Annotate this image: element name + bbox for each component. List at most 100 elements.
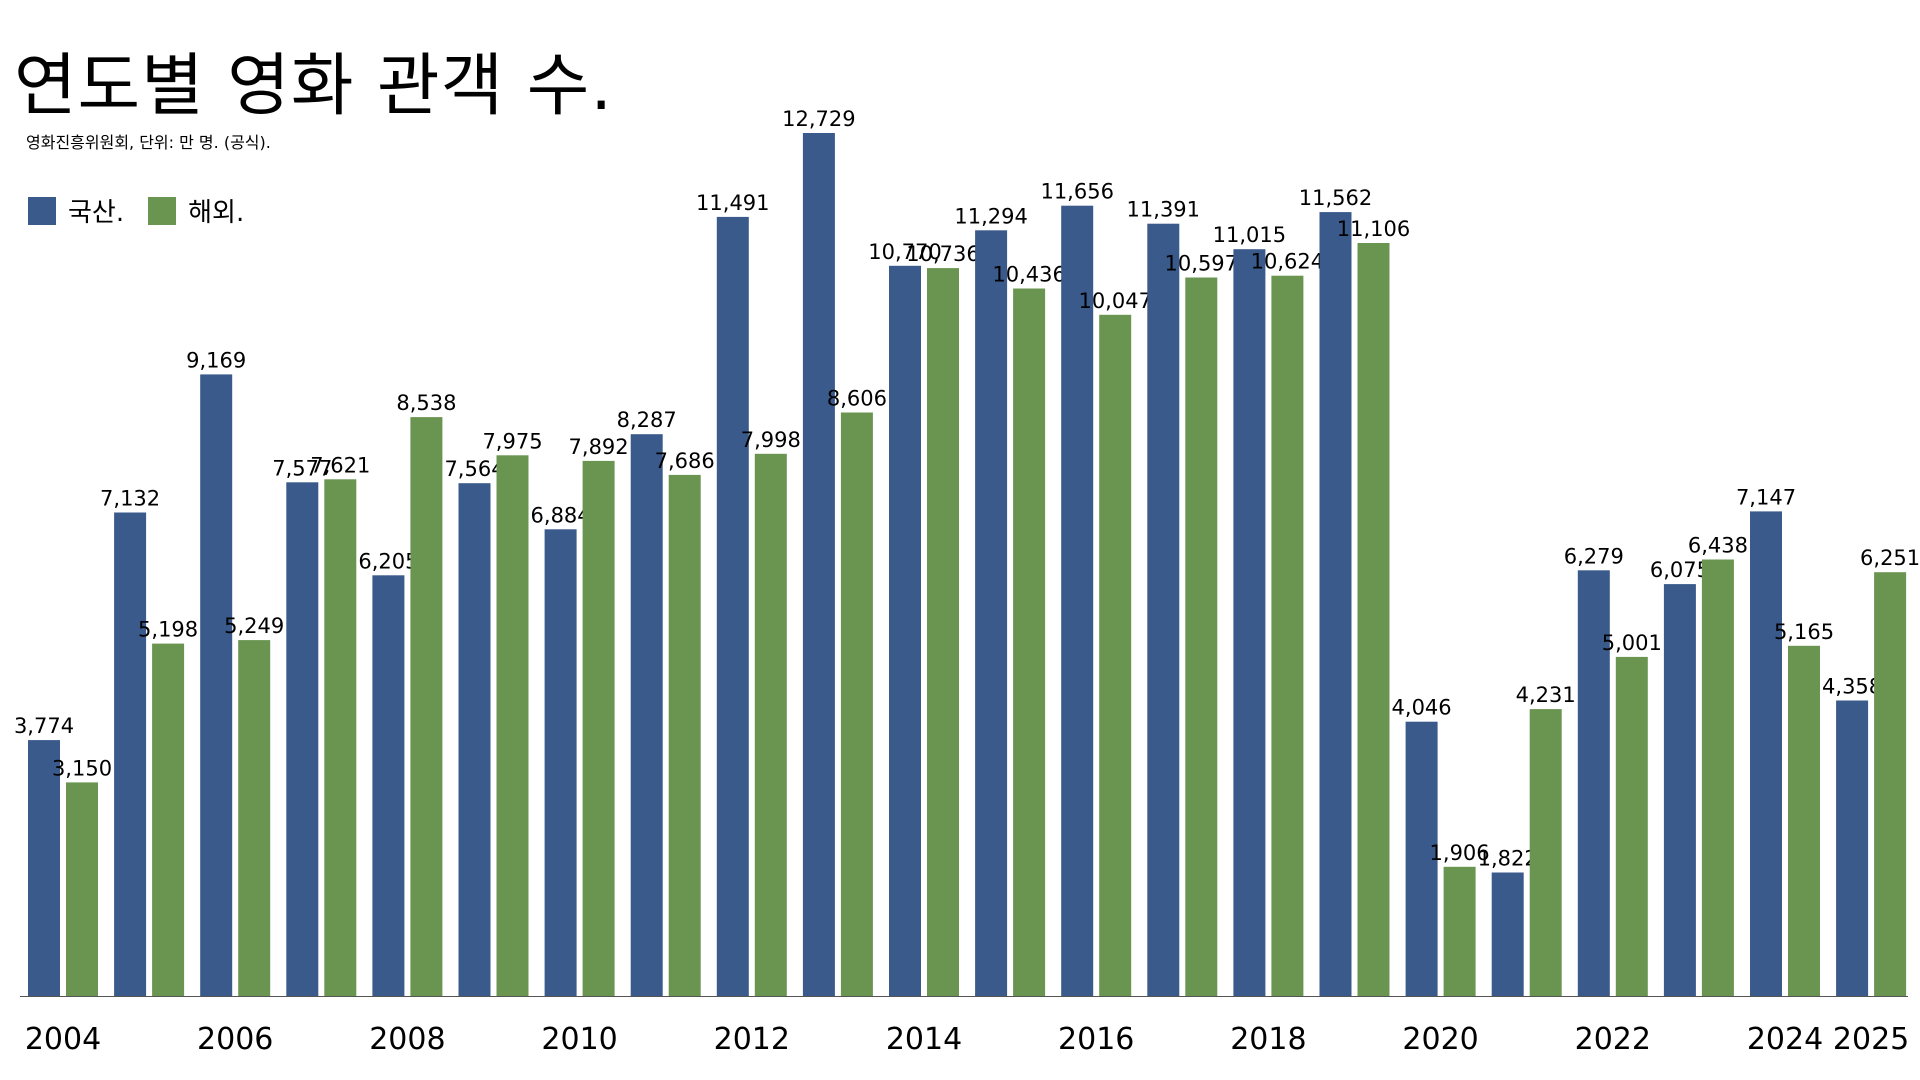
x-tick-label-2012: 2012 (714, 1022, 790, 1057)
data-label-domestic-2017: 11,391 (1127, 198, 1200, 222)
bar-domestic-2022 (1577, 570, 1610, 996)
bar-domestic-2011 (630, 434, 663, 996)
legend-label-foreign: 해외. (188, 198, 245, 228)
data-label-foreign-2017: 10,597 (1165, 252, 1238, 276)
bar-foreign-2011 (668, 474, 701, 996)
bar-foreign-2021 (1529, 709, 1562, 996)
x-tick-label-2008: 2008 (369, 1022, 445, 1057)
legend-item-foreign: 해외. (148, 192, 244, 229)
x-tick-label-2006: 2006 (197, 1022, 273, 1057)
bar-foreign-2009 (496, 455, 529, 996)
data-label-foreign-2018: 10,624 (1251, 250, 1324, 274)
data-label-foreign-2025: 6,251 (1860, 546, 1920, 570)
data-label-foreign-2024: 5,165 (1774, 620, 1834, 644)
data-label-domestic-2009: 7,564 (444, 457, 504, 481)
data-label-foreign-2019: 11,106 (1337, 217, 1410, 241)
bar-foreign-2018 (1271, 275, 1304, 996)
bar-foreign-2016 (1099, 314, 1132, 996)
bar-foreign-2022 (1615, 656, 1648, 996)
bar-domestic-2021 (1491, 872, 1524, 996)
data-label-domestic-2005: 7,132 (100, 487, 160, 511)
bar-foreign-2004 (66, 782, 98, 996)
data-label-domestic-2004: 3,774 (14, 714, 74, 738)
data-label-domestic-2008: 6,205 (358, 549, 418, 573)
data-label-foreign-2004: 3,150 (52, 756, 112, 780)
bar-foreign-2013 (840, 412, 873, 996)
bar-foreign-2020 (1443, 866, 1476, 996)
data-label-domestic-2010: 6,884 (531, 503, 591, 527)
data-label-foreign-2010: 7,892 (569, 435, 629, 459)
bar-domestic-2010 (544, 529, 577, 996)
x-tick-label-2025: 2025 (1833, 1022, 1909, 1057)
bar-foreign-2014 (927, 268, 959, 997)
legend-swatch-domestic (28, 196, 56, 225)
data-label-foreign-2011: 7,686 (655, 449, 715, 473)
bar-foreign-2012 (754, 453, 787, 996)
data-label-domestic-2007: 7,577 (272, 456, 332, 480)
bar-domestic-2017 (1147, 223, 1180, 996)
data-label-foreign-2016: 10,047 (1078, 289, 1151, 313)
bar-foreign-2015 (1013, 288, 1046, 996)
x-tick-label-2004: 2004 (25, 1022, 101, 1057)
bar-domestic-2016 (1061, 205, 1094, 996)
bar-foreign-2008 (410, 417, 443, 997)
bar-domestic-2006 (200, 374, 233, 996)
bar-domestic-2004 (28, 740, 60, 996)
bar-foreign-2024 (1788, 645, 1820, 996)
data-label-foreign-2020: 1,906 (1430, 841, 1490, 865)
data-label-domestic-2011: 8,287 (617, 408, 677, 432)
data-label-foreign-2013: 8,606 (827, 387, 887, 411)
data-label-domestic-2020: 4,046 (1392, 696, 1452, 720)
bar-foreign-2006 (238, 640, 271, 996)
x-tick-label-2016: 2016 (1058, 1022, 1134, 1057)
data-label-foreign-2009: 7,975 (482, 429, 542, 453)
bar-domestic-2008 (372, 575, 405, 996)
bar-foreign-2007 (324, 479, 357, 996)
x-tick-label-2014: 2014 (886, 1022, 962, 1057)
data-label-domestic-2024: 7,147 (1736, 485, 1796, 509)
data-label-domestic-2023: 6,075 (1650, 558, 1710, 582)
data-label-domestic-2021: 1,822 (1478, 847, 1538, 871)
legend-label-domestic: 국산. (68, 198, 125, 228)
bar-foreign-2010 (582, 460, 615, 996)
bar-domestic-2009 (458, 483, 491, 996)
data-label-domestic-2014: 10,770 (868, 240, 941, 264)
bar-domestic-2012 (716, 216, 749, 996)
data-label-domestic-2019: 11,562 (1299, 186, 1372, 210)
data-label-domestic-2015: 11,294 (954, 204, 1027, 228)
legend-swatch-foreign (148, 196, 177, 225)
bar-domestic-2020 (1405, 721, 1438, 996)
bar-foreign-2023 (1701, 559, 1734, 996)
data-label-domestic-2016: 11,656 (1040, 180, 1113, 204)
data-label-foreign-2005: 5,198 (138, 618, 198, 642)
data-label-domestic-2006: 9,169 (186, 348, 246, 372)
bar-domestic-2025 (1836, 700, 1869, 996)
data-label-foreign-2007: 7,621 (310, 453, 370, 477)
data-label-foreign-2023: 6,438 (1688, 534, 1748, 558)
x-tick-label-2018: 2018 (1230, 1022, 1306, 1057)
x-tick-label-2020: 2020 (1402, 1022, 1478, 1057)
x-tick-label-2024: 2024 (1747, 1022, 1823, 1057)
data-label-domestic-2025: 4,358 (1822, 675, 1882, 699)
data-label-domestic-2018: 11,015 (1213, 223, 1286, 247)
bar-foreign-2005 (152, 643, 185, 996)
chart-subtitle: 영화진흥위원회, 단위: 만 명. (공식). (26, 133, 271, 152)
bar-domestic-2018 (1233, 249, 1266, 996)
bar-domestic-2024 (1750, 511, 1782, 996)
data-label-domestic-2012: 11,491 (696, 191, 769, 215)
data-label-domestic-2022: 6,279 (1564, 544, 1624, 568)
bar-domestic-2019 (1319, 212, 1352, 997)
x-tick-label-2022: 2022 (1575, 1022, 1651, 1057)
bar-domestic-2007 (286, 482, 319, 996)
legend-item-domestic: 국산. (28, 192, 124, 229)
data-label-foreign-2012: 7,998 (741, 428, 801, 452)
bar-domestic-2014 (889, 265, 921, 996)
bar-domestic-2013 (802, 133, 835, 996)
chart-title: 연도별 영화 관객 수. (14, 47, 613, 126)
data-label-foreign-2015: 10,436 (992, 263, 1065, 287)
data-label-foreign-2006: 5,249 (224, 614, 284, 638)
bar-domestic-2005 (114, 512, 147, 996)
data-label-foreign-2022: 5,001 (1602, 631, 1662, 655)
data-label-foreign-2008: 8,538 (396, 391, 456, 415)
